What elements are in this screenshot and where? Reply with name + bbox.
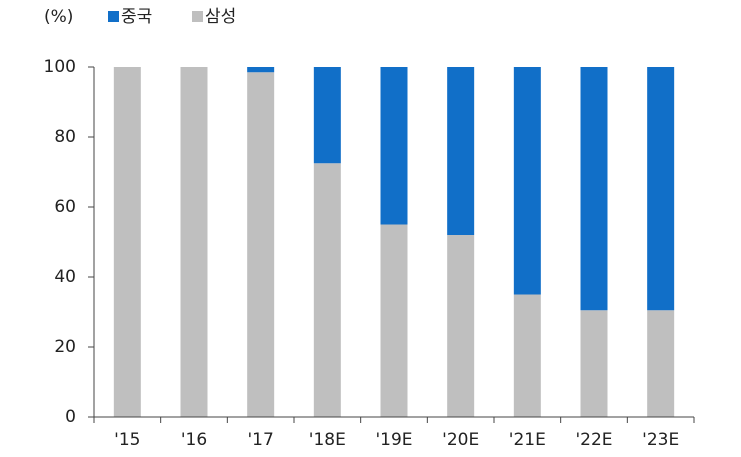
bar-segment xyxy=(513,294,541,417)
unit-label: (%) xyxy=(44,7,73,27)
legend-swatch xyxy=(192,11,203,22)
x-tick-label: '15 xyxy=(114,430,140,450)
bar-segment xyxy=(247,72,275,417)
bar-segment xyxy=(247,67,275,73)
x-tick-label: '23E xyxy=(642,430,679,450)
bar-segment xyxy=(647,310,675,417)
y-tick-label: 100 xyxy=(44,57,76,77)
y-tick-label: 0 xyxy=(65,407,76,427)
x-tick-label: '21E xyxy=(509,430,546,450)
bar-segment xyxy=(513,67,541,295)
bar-segment xyxy=(313,163,341,417)
bar-segment xyxy=(647,67,675,311)
x-tick-label: '20E xyxy=(442,430,479,450)
bar-segment xyxy=(313,67,341,164)
bar-segment xyxy=(447,235,475,417)
x-tick-label: '22E xyxy=(575,430,612,450)
y-tick-label: 20 xyxy=(54,337,76,357)
bar-segment xyxy=(180,67,208,417)
bar-segment xyxy=(580,67,608,311)
bar-segment xyxy=(380,67,408,225)
bar-segment xyxy=(447,67,475,235)
x-tick-label: '17 xyxy=(248,430,274,450)
x-tick-label: '18E xyxy=(309,430,346,450)
legend-label: 중국 xyxy=(121,7,152,27)
x-tick-label: '19E xyxy=(375,430,412,450)
y-tick-label: 80 xyxy=(54,127,76,147)
x-tick-label: '16 xyxy=(181,430,207,450)
bar-segment xyxy=(580,310,608,417)
bar-segment xyxy=(380,224,408,417)
legend-label: 삼성 xyxy=(205,7,236,27)
legend-swatch xyxy=(108,11,119,22)
y-tick-label: 60 xyxy=(54,197,76,217)
y-tick-label: 40 xyxy=(54,267,76,287)
bar-segment xyxy=(113,67,141,417)
